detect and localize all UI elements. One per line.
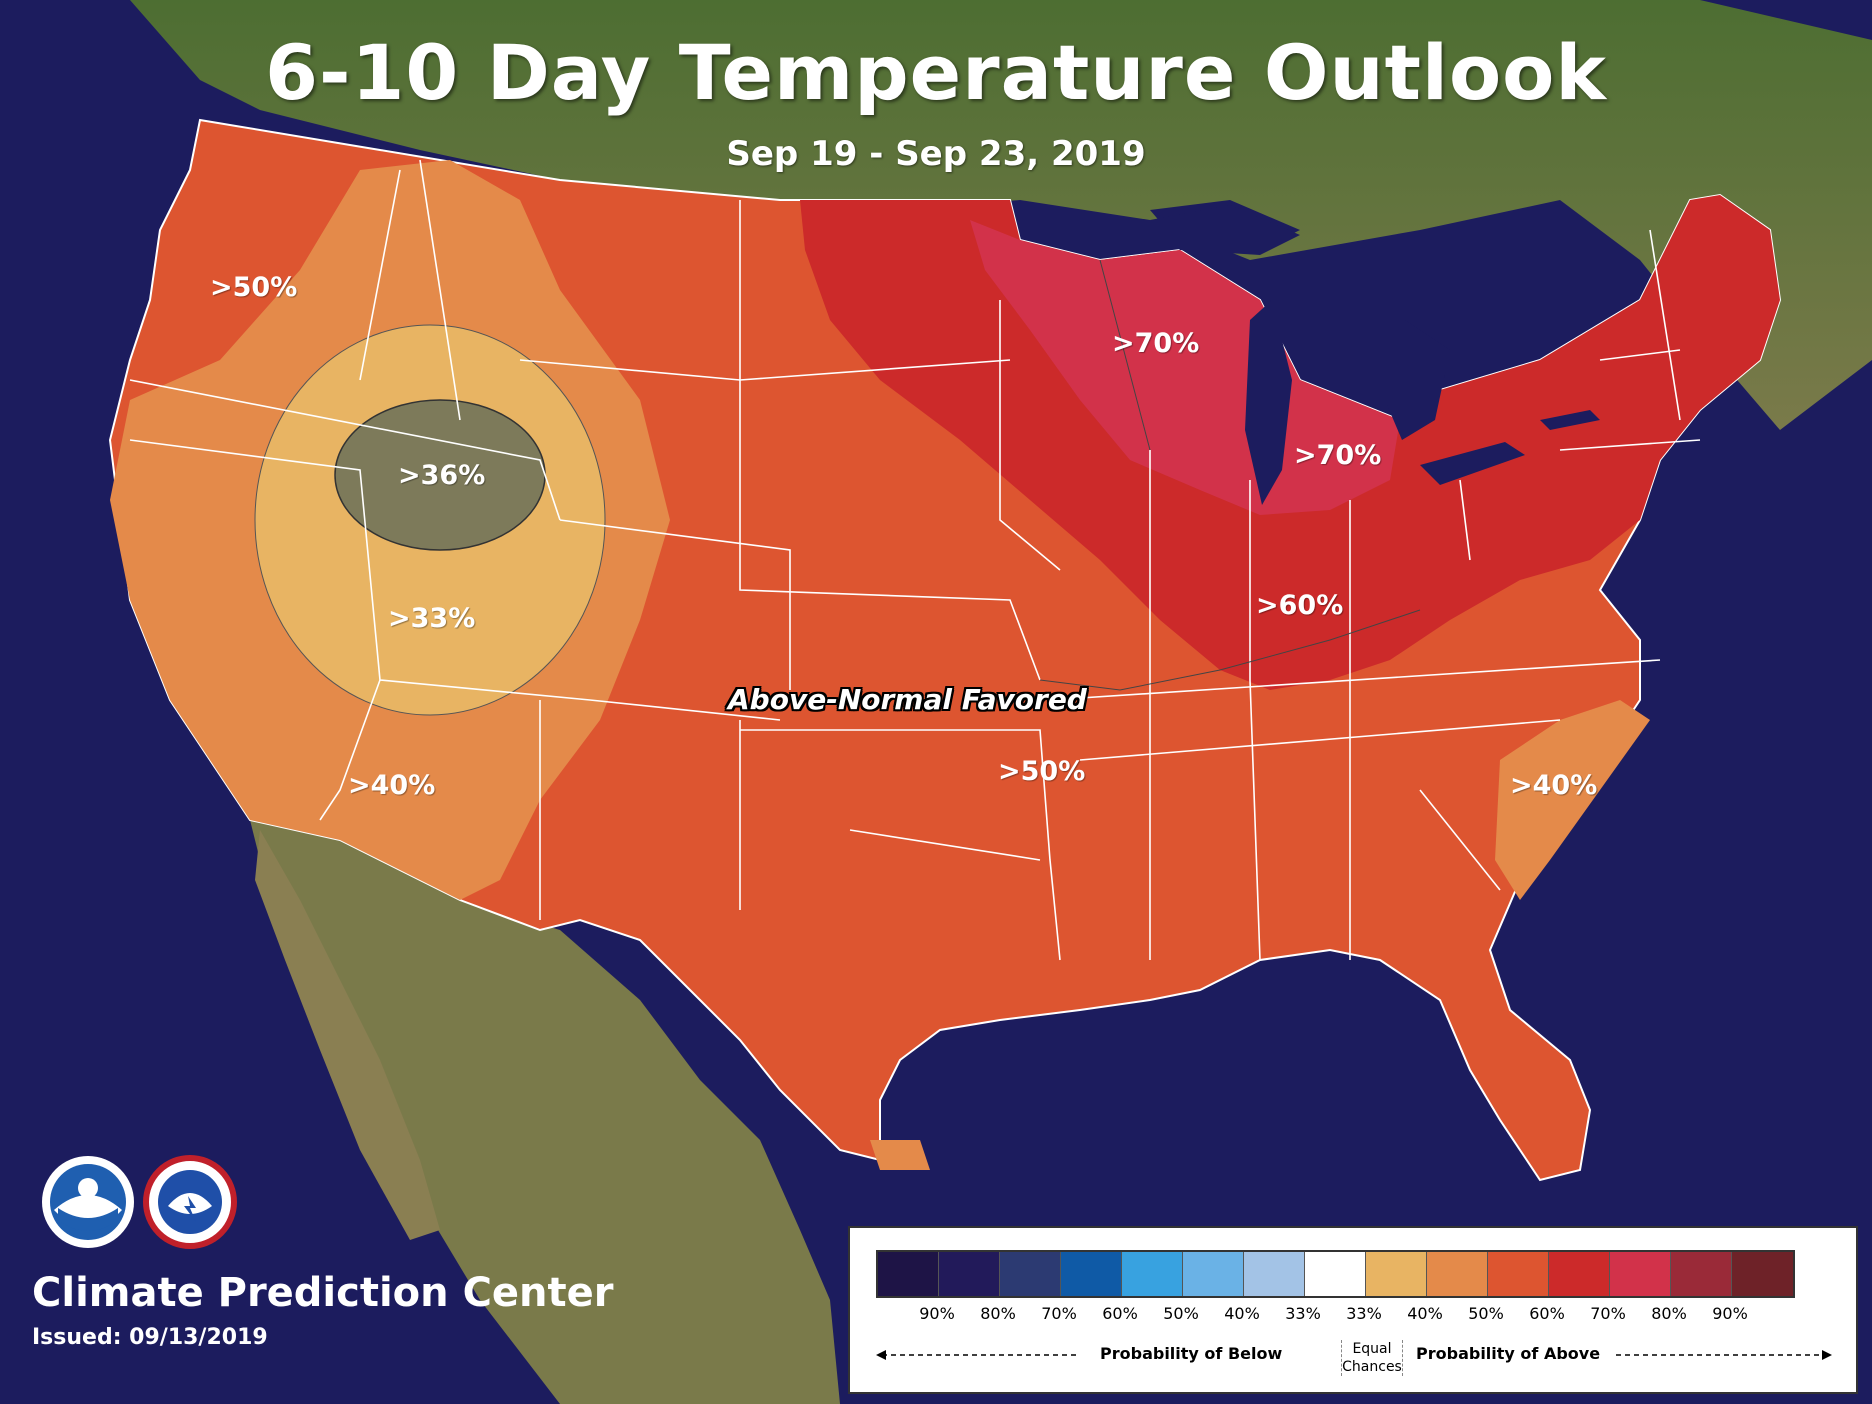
equal-chances-label: Equal Chances bbox=[1341, 1340, 1403, 1376]
mexico-land bbox=[250, 820, 840, 1404]
legend-tick-label: 60% bbox=[1102, 1304, 1138, 1323]
legend-swatch bbox=[1305, 1252, 1366, 1296]
lake-ontario-top bbox=[1540, 410, 1600, 430]
legend-tick-label: 80% bbox=[980, 1304, 1016, 1323]
issued-date: Issued: 09/13/2019 bbox=[32, 1325, 268, 1350]
legend-tick-label: 70% bbox=[1041, 1304, 1077, 1323]
legend-tick-label: 40% bbox=[1407, 1304, 1443, 1323]
legend-swatch bbox=[1549, 1252, 1610, 1296]
legend-swatch bbox=[1427, 1252, 1488, 1296]
legend-tick-label: 90% bbox=[919, 1304, 955, 1323]
label-michigan: >70% bbox=[1294, 440, 1382, 471]
legend-swatch bbox=[1122, 1252, 1183, 1296]
national-weather-service-logo bbox=[143, 1155, 237, 1249]
zone-70-upper-midwest bbox=[970, 220, 1400, 515]
legend-tick-label: 33% bbox=[1285, 1304, 1321, 1323]
legend-swatch bbox=[1061, 1252, 1122, 1296]
legend-swatch bbox=[1366, 1252, 1427, 1296]
legend-swatch bbox=[1610, 1252, 1671, 1296]
legend-swatch bbox=[1488, 1252, 1549, 1296]
zone-40-carolinas bbox=[1495, 700, 1650, 900]
probability-above-label: Probability of Above bbox=[1416, 1344, 1601, 1363]
legend-tick-label: 60% bbox=[1529, 1304, 1565, 1323]
canada-land bbox=[130, 0, 1872, 430]
baja-california bbox=[255, 830, 440, 1240]
above-normal-favored-label: Above-Normal Favored bbox=[728, 683, 1087, 716]
legend-tick-label: 40% bbox=[1224, 1304, 1260, 1323]
probability-legend: 90% 80% 70% 60% 50% 40% 33% 33% 40% 50% 60% 70% 80% 9… bbox=[848, 1226, 1858, 1394]
label-southern-plains: >50% bbox=[998, 756, 1086, 787]
legend-swatch bbox=[939, 1252, 1000, 1296]
legend-color-bar bbox=[876, 1250, 1795, 1298]
equal-line-2: Chances bbox=[1342, 1359, 1402, 1375]
legend-ticks: 90% 80% 70% 60% 50% 40% 33% 33% 40% 50% 60% 70% 80% 9… bbox=[876, 1304, 1832, 1328]
legend-tick-label: 33% bbox=[1346, 1304, 1382, 1323]
legend-swatch bbox=[1732, 1252, 1793, 1296]
lake-erie-top bbox=[1420, 442, 1525, 485]
legend-arrows bbox=[876, 1350, 1832, 1360]
legend-tick-label: 50% bbox=[1163, 1304, 1199, 1323]
legend-tick-label: 80% bbox=[1651, 1304, 1687, 1323]
zone-40-south-texas bbox=[870, 1140, 930, 1170]
legend-swatch bbox=[1000, 1252, 1061, 1296]
probability-below-label: Probability of Below bbox=[1100, 1344, 1283, 1363]
label-great-basin-ring: >33% bbox=[388, 603, 476, 634]
lake-superior-top bbox=[1150, 205, 1300, 255]
label-wisconsin: >70% bbox=[1112, 328, 1200, 359]
map-subtitle: Sep 19 - Sep 23, 2019 bbox=[726, 134, 1146, 174]
legend-tick-label: 90% bbox=[1712, 1304, 1748, 1323]
label-pacific-northwest: >50% bbox=[210, 272, 298, 303]
label-southwest: >40% bbox=[348, 770, 436, 801]
label-ohio-valley: >60% bbox=[1256, 590, 1344, 621]
legend-swatch bbox=[1244, 1252, 1305, 1296]
equal-line-1: Equal bbox=[1352, 1341, 1392, 1357]
legend-tick-label: 50% bbox=[1468, 1304, 1504, 1323]
lake-michigan-top bbox=[1245, 300, 1292, 505]
organization-name: Climate Prediction Center bbox=[32, 1270, 614, 1316]
legend-swatch bbox=[1183, 1252, 1244, 1296]
map-title: 6-10 Day Temperature Outlook bbox=[265, 28, 1607, 117]
zone-outlines bbox=[1039, 259, 1421, 691]
state-borders bbox=[129, 159, 1701, 961]
lake-huron-top bbox=[1385, 320, 1450, 440]
legend-tick-label: 70% bbox=[1590, 1304, 1626, 1323]
noaa-logo bbox=[42, 1156, 134, 1248]
label-great-basin-center: >36% bbox=[398, 460, 486, 491]
label-carolinas: >40% bbox=[1510, 770, 1598, 801]
legend-footer: Probability of Below Equal Chances Proba… bbox=[876, 1340, 1832, 1390]
agency-logos bbox=[42, 1155, 237, 1249]
legend-swatch bbox=[878, 1252, 939, 1296]
legend-swatch bbox=[1671, 1252, 1732, 1296]
